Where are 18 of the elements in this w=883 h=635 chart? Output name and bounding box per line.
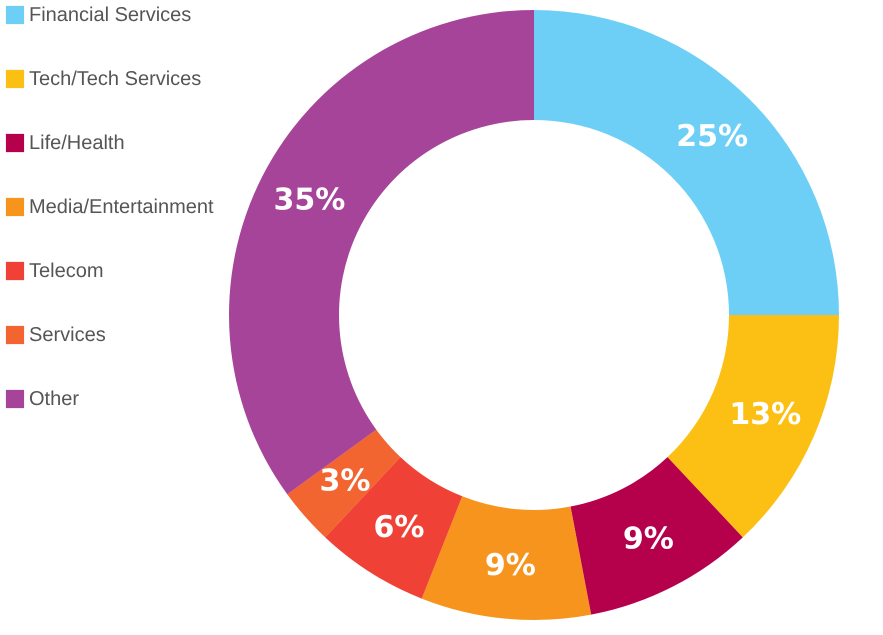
legend-label: Telecom: [29, 260, 104, 282]
data-label: 6%: [374, 510, 424, 545]
legend-label: Services: [29, 324, 106, 346]
donut-slice: [422, 496, 592, 620]
legend-label: Other: [29, 388, 80, 410]
data-label: 25%: [676, 118, 748, 154]
data-label: 9%: [622, 522, 674, 557]
donut-slice: [229, 10, 534, 494]
data-label: 13%: [729, 397, 802, 432]
data-label: 3%: [320, 464, 370, 499]
data-label: 35%: [274, 182, 346, 218]
legend-label: Tech/Tech Services: [29, 68, 202, 90]
legend-label: Financial Services: [29, 4, 192, 26]
donut-slice: [570, 457, 743, 615]
legend-label: Life/Health: [29, 132, 125, 154]
legend-label: Media/Entertainment: [29, 196, 214, 218]
data-label: 9%: [484, 548, 536, 583]
donut-slice: [534, 10, 839, 315]
